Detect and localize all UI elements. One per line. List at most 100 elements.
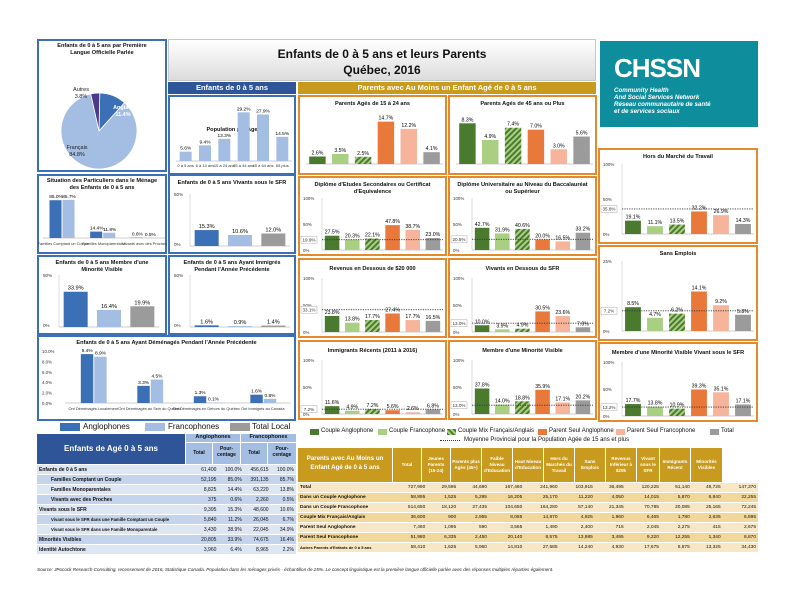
table-right-cell: 104,650 [488, 502, 525, 513]
ytick-2: 0% [303, 412, 309, 417]
age-category-0: 0 à 5 ans [177, 163, 193, 168]
table-right-col: Sans Emplois [575, 448, 605, 482]
situation-value-1-2: 0.5% [145, 232, 157, 238]
table-right-cell: 9,220 [625, 532, 661, 543]
dem-bar-1-1 [150, 379, 164, 403]
bar-0 [324, 406, 340, 414]
table-left-box: Enfants de Agé 0 à 5 ans Anglophones Fra… [37, 434, 296, 566]
table-right-cell: 34,430 [722, 542, 758, 553]
bar-0 [459, 123, 476, 164]
revenus-chart: 100% 50% 0% 23.8% 13.8% 17.7% 27.4% 17.7% 16.5% 3… [300, 276, 443, 335]
table-right-cell: 167,460 [488, 483, 525, 493]
age-value-2: 13.3% [218, 133, 232, 139]
table-right-cell: 4,050 [594, 492, 626, 503]
table-right-cell: 51,140 [660, 483, 692, 493]
situation-title: Situation des Particuliers dans le Ménag… [46, 178, 158, 191]
table-left-col3: Total [241, 443, 267, 464]
legend-swatch-total [230, 423, 250, 431]
table-right-cell: 1,340 [691, 532, 723, 543]
table-right-cell: 5,295 [458, 492, 489, 503]
bar-3 [535, 389, 550, 414]
legend-label-parent-anglo: Parent Seul Anglophone [549, 428, 614, 434]
table-right-cell: 2,275 [660, 522, 692, 533]
revenus-panel: Revenus en Dessous de $20 000 100% 50% 0% 2… [298, 258, 447, 338]
age-category-5: 65 plus [276, 163, 289, 168]
bar-1 [494, 329, 510, 332]
table-right-cell: 14,810 [488, 542, 525, 553]
dem-category-2: Ont Déménagés en Dehors du Québec [173, 406, 241, 411]
table-right-cell: 13,325 [691, 542, 723, 553]
table-left-row: Familles Monoparentales 8,825 14.4% 63,220 1… [37, 484, 296, 495]
table-right-cell: 36,600 [392, 512, 428, 523]
bar-5 [735, 223, 751, 234]
age-bar-2 [218, 138, 231, 161]
ytick-2: 0% [603, 232, 609, 237]
situation-bar-0-1 [90, 231, 103, 238]
bar-2 [261, 233, 286, 246]
bar-3 [377, 121, 395, 164]
legend-right: Couple Anglophone Couple Francophone Cou… [300, 427, 758, 447]
provincial-value: 7.2% [304, 407, 314, 412]
age-bar-4 [257, 114, 269, 161]
bar-value-0: 17.7% [626, 398, 641, 404]
bar-value-2: 17.7% [365, 314, 380, 320]
dem-bar-0-2 [193, 396, 207, 403]
situation-category-1: Familles Monoparentales [82, 241, 126, 246]
bar-value-3: 30.5% [535, 305, 550, 311]
situation-value-1-0: 85.7% [62, 194, 76, 200]
bar-value-3: 14.7% [379, 116, 394, 122]
provincial-badge [300, 305, 318, 314]
table-right-cell: 8,085 [488, 512, 525, 523]
bar-value-5: 5.6% [576, 131, 588, 137]
table-left-group2: Francophones [241, 434, 296, 442]
bar-value-5: 20.2% [576, 394, 591, 400]
dem-category-0: Ont Déménagés Localement [68, 406, 118, 411]
table-left-cell: 13.8% [270, 484, 296, 495]
pie-value-0: 11.4% [115, 112, 130, 118]
bar-0 [625, 307, 641, 331]
bar-value-2: 1.4% [267, 320, 280, 326]
table-right-row: Parent Seul Anglophone 7,460 1,095 590 3,565… [298, 522, 758, 533]
table-right-cell: 2,045 [625, 522, 661, 533]
ytick-1: 50% [303, 303, 312, 308]
bar-0 [625, 220, 641, 234]
bar-4 [405, 412, 421, 414]
table-right: Total 727,990 29,595 44,690 167,460 241,960 10… [298, 483, 758, 553]
table-left-col4: Pour-centage [268, 443, 296, 464]
ytick-2: 0% [603, 414, 609, 419]
table-left-cell: 3,430 [195, 524, 219, 535]
bar-value-2: 7.4% [507, 122, 519, 128]
table-right-row: Couple Mix Français/Anglais 36,600 900 2,95… [298, 512, 758, 523]
bar-1 [494, 404, 510, 414]
bar-value-3: 20.0% [535, 234, 550, 240]
table-right-cell: 8,875 [660, 542, 692, 553]
table-left-cell: 10.6% [270, 504, 296, 515]
bar-value-2: 18.8% [515, 395, 530, 401]
bar-value-0: 19.1% [626, 215, 641, 221]
bar-1 [228, 234, 252, 246]
table-right-col: Immigrants Récent [660, 448, 690, 482]
bar-3 [691, 211, 707, 234]
age-category-2: 15 à 24 ans [214, 163, 235, 168]
bar-value-1: 20.3% [345, 233, 360, 239]
table-right-cell: 11,220 [559, 492, 595, 503]
bar-value-5: 4.1% [426, 146, 438, 152]
demenage-title: Enfants de 0 à 5 ans Ayant Déménagés Pen… [76, 340, 257, 346]
bar-value-1: 14.0% [495, 399, 510, 405]
bar-value-1: 16.4% [101, 304, 117, 310]
bar-value-5: 23.0% [426, 232, 441, 238]
immigres-panel: Enfants de 0 à 5 ans Ayant Immigrés Pend… [168, 255, 296, 335]
pie-slice-2 [90, 92, 101, 132]
table-right-cell: 58,410 [392, 542, 428, 553]
bar-2 [669, 224, 685, 234]
table-left-cell: 52,195 [195, 474, 219, 485]
bar-4 [713, 305, 729, 331]
bar-2 [669, 408, 685, 416]
age-title: Population par Age [206, 127, 258, 133]
table-left-row: Minorités Visibles 20,805 33.9% 74,675 16.4% [37, 534, 296, 545]
bar-value-4: 9.2% [715, 299, 727, 305]
table-left-cell: 0.5% [270, 494, 296, 505]
table-right-cell: 27,585 [524, 542, 560, 553]
bar-1 [344, 239, 360, 250]
